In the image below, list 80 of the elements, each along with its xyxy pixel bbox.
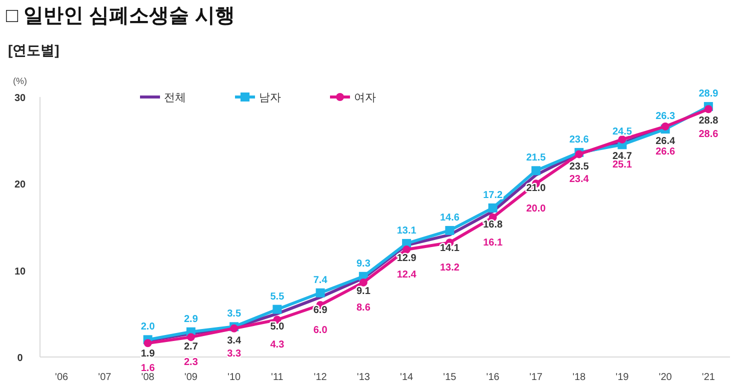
point [575, 150, 584, 158]
data-label: 20.0 [526, 204, 546, 215]
data-label: 23.5 [569, 161, 590, 172]
data-label: 3.3 [227, 348, 242, 360]
chart-title: □ 일반인 심폐소생술 시행 [6, 5, 235, 27]
data-label: 28.9 [698, 88, 719, 100]
data-label: 28.6 [698, 129, 719, 140]
point [661, 122, 670, 130]
data-label: 9.3 [356, 258, 371, 270]
data-label: 9.1 [356, 286, 371, 298]
y-tick-label: 0 [17, 353, 24, 364]
data-label: 28.8 [698, 115, 719, 126]
y-tick-label: 10 [14, 266, 26, 278]
data-label: 24.5 [612, 126, 632, 138]
y-tick-label: 30 [14, 93, 26, 104]
data-label: 25.1 [612, 159, 632, 170]
data-label: 6.9 [313, 305, 328, 316]
x-tick-label: '13 [356, 372, 370, 383]
data-label: 2.3 [184, 357, 198, 368]
point [445, 226, 454, 235]
chart-subtitle: [연도별] [8, 42, 60, 58]
x-tick-label: '19 [616, 372, 630, 383]
x-tick-label: '18 [572, 372, 586, 383]
data-label: 2.7 [184, 342, 198, 353]
point [359, 278, 368, 286]
data-label: 6.0 [313, 325, 328, 336]
x-tick-label: '11 [271, 372, 284, 383]
data-label: 21.5 [526, 152, 546, 164]
data-label: 14.6 [440, 212, 460, 224]
data-label: 17.2 [483, 190, 503, 201]
data-label: 16.1 [483, 237, 503, 248]
data-label: 1.6 [140, 363, 156, 374]
data-label: 16.8 [483, 219, 503, 230]
x-tick-label: '20 [658, 372, 672, 383]
legend-label: 여자 [354, 92, 376, 104]
data-label: 1.9 [140, 348, 156, 360]
x-tick-label: '10 [228, 372, 242, 383]
data-label: 5.5 [270, 291, 285, 302]
point [402, 246, 411, 254]
data-label: 26.4 [656, 136, 676, 148]
y-axis-title: (%) [13, 76, 27, 86]
data-label: 3.4 [227, 336, 242, 347]
x-tick-label: '09 [184, 372, 198, 383]
point [186, 333, 195, 342]
point [316, 288, 325, 298]
x-tick-label: '15 [443, 372, 457, 383]
data-label: 8.6 [356, 302, 371, 314]
data-label: 23.6 [569, 134, 590, 146]
data-label: 23.4 [569, 174, 590, 186]
point [144, 339, 152, 348]
data-label: 4.3 [270, 340, 285, 351]
point [531, 166, 540, 176]
point [704, 105, 712, 114]
data-label: 13.2 [440, 262, 460, 274]
x-tick-label: '17 [529, 372, 543, 383]
legend-label: 남자 [259, 92, 281, 104]
data-label: 2.0 [140, 322, 156, 333]
data-label: 26.3 [656, 111, 676, 122]
data-label: 24.7 [612, 150, 632, 162]
x-tick-label: '21 [702, 372, 716, 383]
data-label: 12.4 [396, 270, 417, 281]
data-label: 2.9 [184, 314, 198, 325]
x-tick-label: '16 [486, 372, 500, 383]
data-label: 3.5 [227, 308, 242, 320]
x-tick-label: '08 [141, 372, 155, 383]
data-label: 13.1 [396, 225, 417, 236]
point [618, 135, 626, 144]
data-label: 5.0 [270, 322, 285, 333]
x-tick-label: '14 [400, 372, 414, 383]
data-label: 26.6 [656, 146, 676, 158]
data-label: 12.9 [396, 253, 417, 264]
legend-label: 전체 [164, 92, 186, 104]
point [272, 304, 282, 314]
point [488, 203, 498, 212]
x-tick-label: '12 [314, 372, 328, 383]
y-tick-label: 20 [14, 180, 26, 191]
x-tick-label: '07 [98, 372, 112, 383]
x-tick-label: '06 [55, 372, 69, 383]
data-label: 7.4 [313, 274, 328, 286]
data-label: 14.1 [440, 242, 460, 254]
